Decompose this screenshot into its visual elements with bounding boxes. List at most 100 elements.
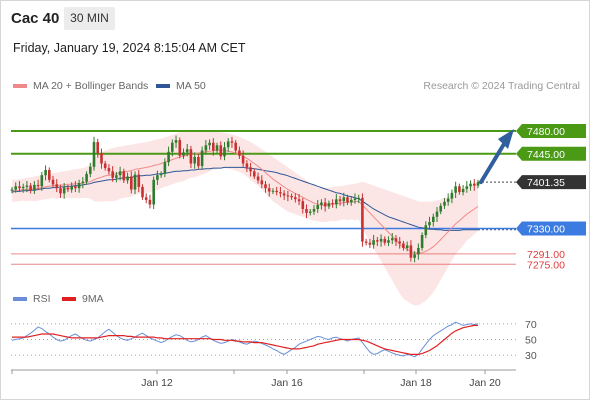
legend-rsi: RSI [13,293,51,305]
candle-body [89,166,92,174]
candle-body [446,198,450,202]
candle-body [241,155,245,164]
candle-body [353,198,357,200]
candle-body [435,211,439,217]
candle-body [253,171,256,177]
candle-body [391,238,394,241]
candle-body [167,151,170,163]
candle-body [185,149,189,153]
candle-body [77,183,81,189]
candle-body [297,199,301,202]
candle-body [342,197,346,202]
candle-body [331,203,334,205]
candle-body [36,184,40,187]
candle-body [178,140,182,156]
rsi-tick-50: 50 [525,335,537,347]
candle-body [312,209,316,212]
candle-body [305,209,308,213]
candle-body [286,195,290,197]
candle-body [141,186,144,198]
candle-body [420,235,424,248]
candle-body [469,183,472,187]
resistance-tag-2-text: 7445.00 [527,149,565,161]
candle-body [204,145,208,151]
candle-body [148,199,152,205]
rsi-tick-30: 30 [525,350,537,362]
candle-body [267,188,271,192]
candle-body [200,150,204,167]
candle-body [275,190,278,193]
candle-body [103,163,107,169]
legend-ma50-label: MA 50 [176,80,206,92]
candle-body [439,205,442,212]
credit-text: Research © 2024 Trading Central [423,80,580,92]
candle-body [51,179,55,185]
candle-body [66,187,70,190]
candle-body [338,199,342,202]
candle-body [394,238,398,242]
candle-body [29,185,32,191]
candle-body [59,188,62,194]
ma20-line [12,149,479,254]
candle-body [212,142,215,151]
candle-body [223,147,226,157]
candle-body [144,197,148,200]
candle-body [417,248,420,255]
bollinger-band [12,130,478,306]
timestamp: Friday, January 19, 2024 8:15:04 AM CET [13,41,246,55]
rsi-swatch [13,297,27,301]
candle-body [152,179,155,205]
target-tag-1: 7291.00 [527,249,565,261]
candle-body [405,245,409,248]
candle-body [323,202,327,207]
resistance-tag-2-bg [516,146,586,161]
x-tick-label: Jan 20 [469,377,501,389]
candle-body [350,199,353,203]
candle-body [189,149,193,164]
timeframe-button[interactable]: 30 MIN [64,7,115,30]
instrument-title: Cac 40 [11,10,60,27]
candle-body [346,197,349,203]
candle-body [238,150,241,156]
candle-body [450,192,454,199]
candle-body [74,186,77,189]
ma50-line [11,166,478,231]
candle-body [118,171,122,176]
candle-body [25,185,29,187]
candle-body [100,153,103,164]
candle-body [122,171,126,181]
candle-body [193,157,196,164]
candle-body [44,170,47,176]
candle-body [163,162,167,174]
candle-body [308,211,312,213]
candle-body [48,170,51,180]
candle-body [290,196,293,198]
candle-body [387,240,390,243]
candle-body [335,199,338,205]
candle-body [62,187,66,194]
candle-body [219,145,223,157]
candle-body [111,171,114,178]
candle-body [476,182,480,186]
candle-body [327,203,331,207]
support-tag-text: 7330.00 [527,224,565,236]
candle-body [413,254,416,258]
candle-body [316,205,319,209]
candle-body [92,142,96,167]
candle-body [368,242,372,245]
candle-body [40,175,44,187]
candle-body [454,186,457,193]
candles [10,135,480,263]
target-tag-2-text: 7275.00 [527,259,565,271]
candle-body [115,175,118,178]
legend-rsi-label: RSI [33,293,51,305]
candle-body [182,152,185,156]
candle-body [428,222,431,226]
candle-body [156,175,159,180]
support-tag-bg [516,221,586,236]
target-tag-1-text: 7291.00 [527,249,565,261]
candle-body [197,157,200,167]
candle-body [33,184,36,191]
candle-body [357,197,360,199]
